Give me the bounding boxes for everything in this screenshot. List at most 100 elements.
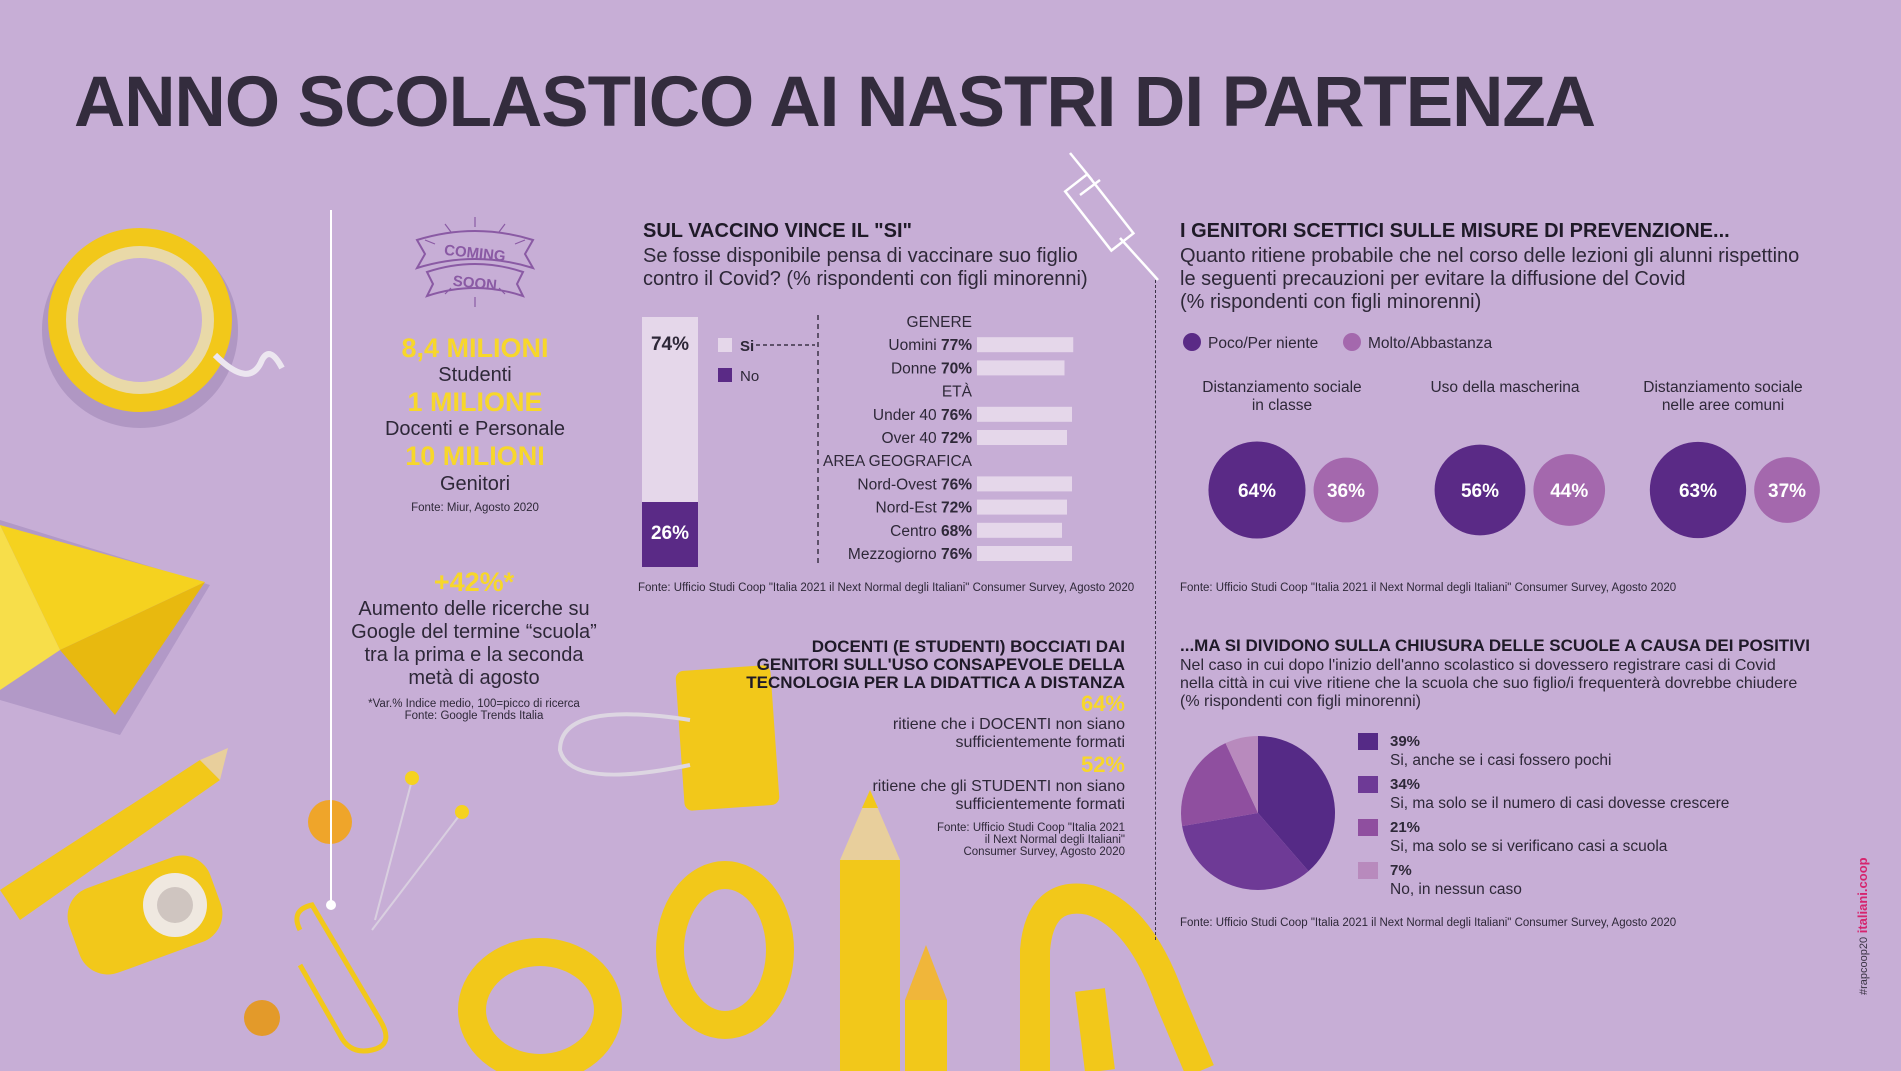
side-tag-brand: italiani.coop bbox=[1855, 857, 1870, 934]
page-title: ANNO SCOLASTICO AI NASTRI DI PARTENZA bbox=[74, 63, 1596, 142]
bubble-molto bbox=[1754, 457, 1820, 523]
google-source: Fonte: Google Trends Italia bbox=[404, 710, 544, 722]
pie-slice bbox=[1182, 813, 1309, 890]
closure-legend-text: Si, ma solo se il numero di casi dovesse… bbox=[1390, 795, 1729, 812]
teachers-heading-3: TECNOLOGIA PER LA DIDATTICA A DISTANZA bbox=[746, 673, 1125, 692]
legend-swatch-no bbox=[718, 368, 732, 382]
breakdown-bar bbox=[977, 430, 1067, 445]
badge-line2: SOON bbox=[452, 273, 498, 295]
teachers-source-1: Fonte: Ufficio Studi Coop "Italia 2021 bbox=[937, 822, 1125, 834]
vaccine-label-no: 26% bbox=[651, 523, 689, 544]
teachers-source-3: Consumer Survey, Agosto 2020 bbox=[963, 846, 1125, 858]
paper-plane-icon bbox=[0, 520, 210, 735]
bubble-molto bbox=[1533, 454, 1606, 526]
scissors-icon bbox=[458, 861, 794, 1071]
teachers-value-1: 64% bbox=[1080, 691, 1125, 716]
group-header: AREA GEOGRAFICA bbox=[823, 453, 973, 470]
prevention-heading: I GENITORI SCETTICI SULLE MISURE DI PREV… bbox=[1180, 220, 1730, 242]
google-note: *Var.% Indice medio, 100=picco di ricerc… bbox=[368, 698, 580, 710]
sharpener-icon bbox=[67, 855, 223, 975]
bubble-poco-label: 56% bbox=[1461, 481, 1499, 502]
prevention-question-1: Quanto ritiene probabile che nel corso d… bbox=[1180, 245, 1800, 267]
stat-staff-value: 1 MILIONE bbox=[407, 387, 543, 417]
teachers-text-2a: ritiene che gli STUDENTI non siano bbox=[872, 778, 1125, 795]
closure-heading: ...MA SI DIVIDONO SULLA CHIUSURA DELLE S… bbox=[1180, 636, 1810, 655]
group-header: ETÀ bbox=[942, 384, 973, 401]
breakdown-bar bbox=[977, 499, 1067, 515]
vaccine-bar-no bbox=[642, 502, 698, 567]
bubble-poco-label: 64% bbox=[1238, 481, 1276, 502]
paperclip-icon bbox=[294, 902, 389, 1054]
breakdown-row-label: Nord-Ovest 76% bbox=[857, 476, 972, 493]
breakdown-row-label: Under 40 76% bbox=[873, 407, 972, 424]
closure-legend-text: Si, anche se i casi fossero pochi bbox=[1390, 752, 1611, 769]
google-text: Aumento delle ricerche su Google del ter… bbox=[351, 598, 597, 689]
teachers-heading-1: DOCENTI (E STUDENTI) BOCCIATI DAI bbox=[811, 637, 1125, 656]
pie-slice bbox=[1181, 743, 1258, 827]
vaccine-bar-si bbox=[642, 317, 698, 502]
breakdown-bar bbox=[977, 546, 1072, 561]
breakdown-row-label: Mezzogiorno 76% bbox=[848, 546, 972, 563]
prevention-question-3: (% rispondenti con figli minorenni) bbox=[1180, 291, 1482, 313]
breakdown-row-label: Over 40 72% bbox=[882, 430, 973, 447]
legend-swatch-molto bbox=[1343, 333, 1361, 351]
teachers-block: DOCENTI (E STUDENTI) BOCCIATI DAI GENITO… bbox=[700, 637, 1125, 859]
bubble-molto-label: 36% bbox=[1327, 481, 1365, 502]
measure-label: in classe bbox=[1252, 397, 1312, 414]
stat-students-label: Studenti bbox=[438, 364, 512, 386]
pie-slice bbox=[1225, 736, 1258, 813]
vaccine-chart: 74% 26% Si No GENERE Uomini 77% Donne 70% ETÀ Un… bbox=[642, 314, 1074, 567]
closure-legend-value: 21% bbox=[1390, 819, 1420, 836]
pie-slice bbox=[1258, 736, 1335, 872]
measure-label: nelle aree comuni bbox=[1662, 397, 1784, 414]
closure-question-1: Nel caso in cui dopo l'inizio dell'anno … bbox=[1180, 657, 1776, 674]
pencil-icon bbox=[0, 748, 228, 920]
tape-roll-icon bbox=[42, 228, 285, 428]
closure-question: Nel caso in cui dopo l'inizio dell'anno … bbox=[1180, 657, 1860, 711]
closure-legend-value: 7% bbox=[1390, 862, 1412, 879]
closure-legend-swatch bbox=[1358, 776, 1378, 793]
breakdown-row-label: Donne 70% bbox=[891, 360, 972, 377]
breakdown-row-label: Nord-Est 72% bbox=[876, 500, 973, 517]
breakdown-row-label: Centro 68% bbox=[890, 523, 972, 540]
measure-label: Distanziamento sociale bbox=[1643, 379, 1802, 396]
vaccine-source: Fonte: Ufficio Studi Coop "Italia 2021 i… bbox=[638, 582, 1135, 594]
timeline-line bbox=[330, 210, 332, 905]
breakdown-bar bbox=[977, 522, 1062, 538]
legend-swatch-poco bbox=[1183, 333, 1201, 351]
left-stats: 8,4 MILIONI Studenti 1 MILIONE Docenti e… bbox=[360, 332, 590, 514]
side-tag: #rapcoop20 italiani.coop bbox=[1855, 857, 1870, 995]
vaccine-heading: SUL VACCINO VINCE IL "SI" bbox=[643, 220, 913, 242]
legend-label-poco: Poco/Per niente bbox=[1208, 335, 1318, 352]
large-clip-icon bbox=[1020, 883, 1214, 1071]
teachers-value-2: 52% bbox=[1080, 752, 1125, 777]
teachers-text-1b: sufficientemente formati bbox=[955, 734, 1125, 751]
timeline-dot bbox=[326, 900, 336, 910]
prevention-chart: Poco/Per niente Molto/Abbastanza Distanzia… bbox=[1183, 333, 1820, 539]
coming-soon-badge: COMING SOON bbox=[414, 217, 536, 307]
legend-label-no: No bbox=[740, 368, 759, 385]
closure-legend-swatch bbox=[1358, 862, 1378, 879]
stat-parents-value: 10 MILIONI bbox=[405, 441, 545, 471]
pushpin-icon bbox=[244, 771, 469, 1036]
left-source-1: Fonte: Miur, Agosto 2020 bbox=[411, 502, 539, 514]
bubble-poco-label: 63% bbox=[1679, 481, 1717, 502]
syringe-icon bbox=[1063, 152, 1159, 281]
prevention-question-2: le seguenti precauzioni per evitare la d… bbox=[1180, 268, 1686, 290]
teachers-heading-2: GENITORI SULL'USO CONSAPEVOLE DELLA bbox=[756, 655, 1125, 674]
stat-parents-label: Genitori bbox=[439, 473, 511, 495]
closure-question-2: nella città in cui vive ritiene che la s… bbox=[1180, 675, 1798, 692]
section-divider bbox=[1155, 280, 1156, 940]
badge-line1: COMING bbox=[443, 242, 506, 265]
measure-label: Uso della mascherina bbox=[1430, 379, 1579, 396]
breakdown-row-label: Uomini 77% bbox=[888, 337, 972, 354]
bubble-poco bbox=[1434, 444, 1526, 536]
binder-clip-icon bbox=[557, 665, 780, 811]
bubble-molto bbox=[1313, 457, 1379, 523]
pencils-icon bbox=[840, 790, 947, 1071]
closure-legend-text: No, in nessun caso bbox=[1390, 881, 1522, 898]
group-header: GENERE bbox=[907, 314, 972, 331]
measure-label: Distanziamento sociale bbox=[1202, 379, 1361, 396]
side-tag-hash: #rapcoop20 bbox=[1858, 936, 1870, 995]
